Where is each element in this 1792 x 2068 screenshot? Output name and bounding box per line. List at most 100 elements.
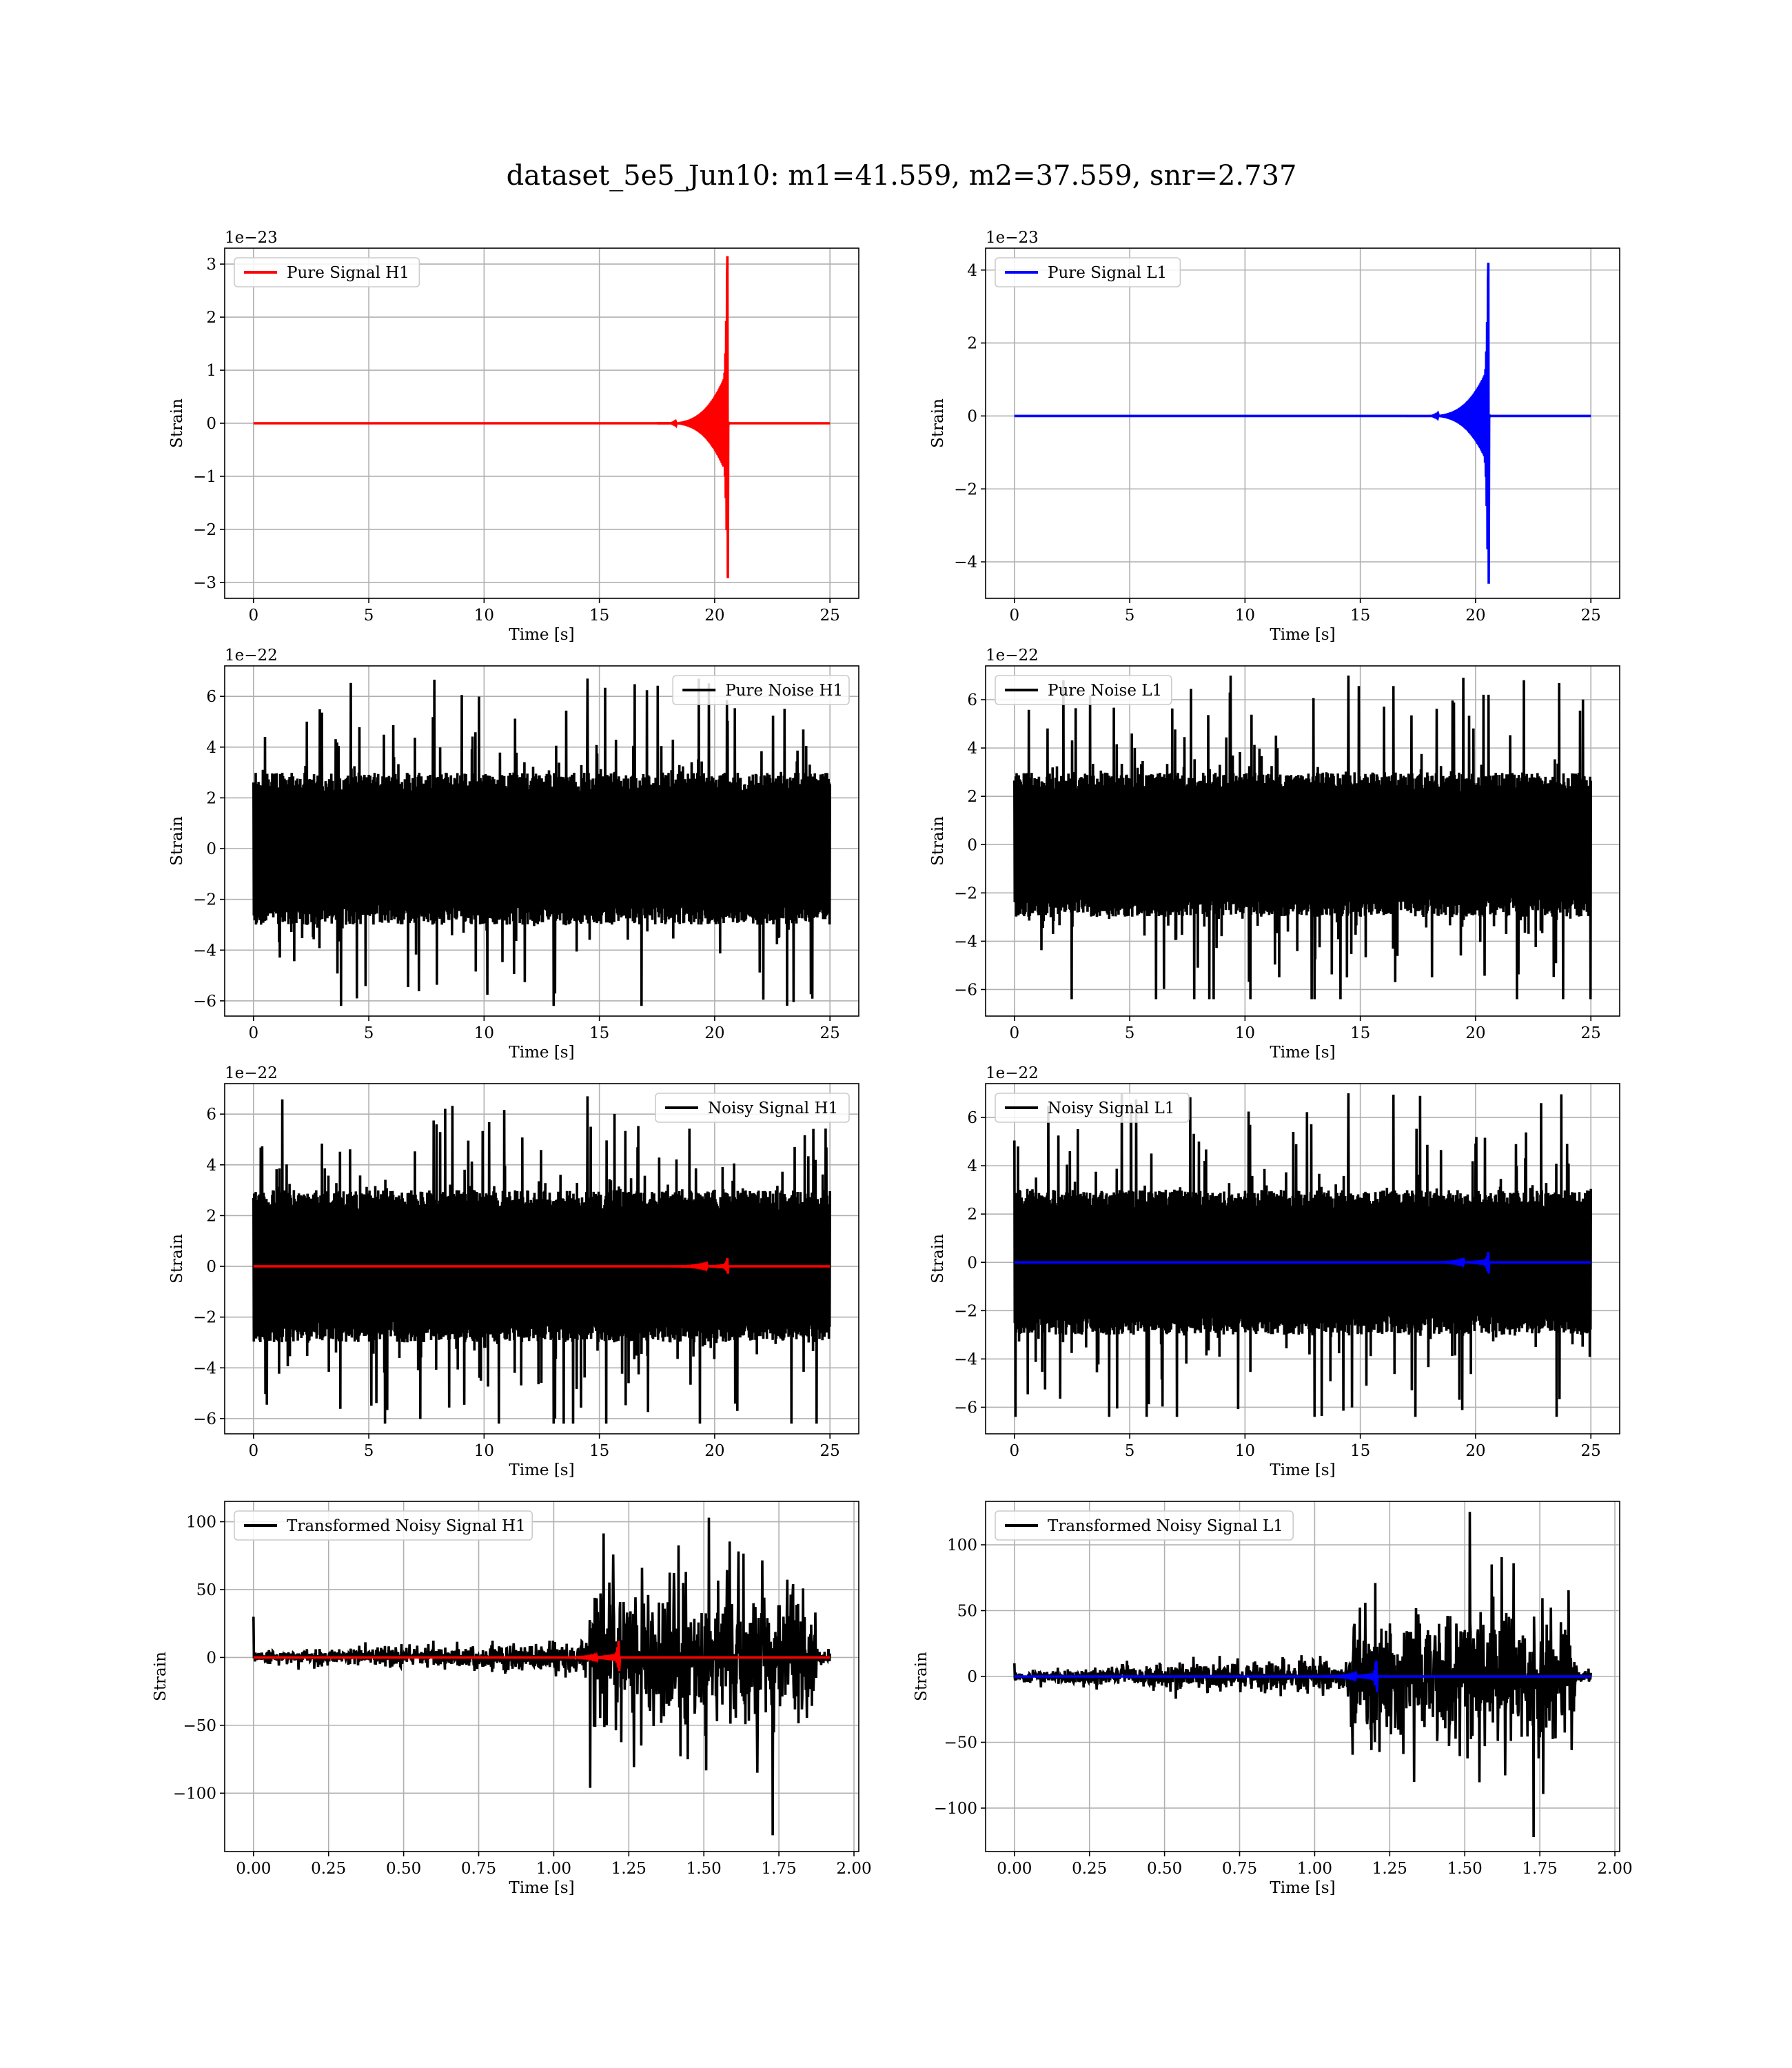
x-tick-label: 20 xyxy=(704,607,724,625)
x-tick-label: 20 xyxy=(704,1442,724,1460)
x-tick-label: 10 xyxy=(474,1442,494,1460)
y-tick-label: −4 xyxy=(954,933,977,951)
y-tick-label: 0 xyxy=(206,415,216,433)
x-tick-label: 0 xyxy=(248,1442,258,1460)
x-tick-label: 5 xyxy=(364,607,374,625)
subplot-pure-signal-l1: 0 5 10 15 20 25 −4 −2 0 2 4 Time [s] Strain 1e−23 Pure… xyxy=(929,229,1620,644)
x-tick-label: 0 xyxy=(1009,1442,1019,1460)
y-tick-label: 100 xyxy=(947,1537,977,1554)
y-tick-label: −2 xyxy=(954,480,977,498)
legend-frame xyxy=(655,1093,850,1123)
axes-frame xyxy=(224,1501,859,1852)
y-axis-label: Strain xyxy=(929,1234,947,1284)
y-tick-label: 6 xyxy=(967,1109,977,1127)
x-tick-label: 20 xyxy=(704,1024,724,1042)
axis-offset-text: 1e−22 xyxy=(986,1064,1039,1082)
legend: Transformed Noisy Signal L1 xyxy=(995,1510,1294,1541)
plot-area xyxy=(1013,1093,1592,1417)
axis-offset-text: 1e−22 xyxy=(225,647,278,665)
legend-frame xyxy=(672,675,850,705)
legend: Pure Signal H1 xyxy=(234,257,420,287)
x-tick-label: 2.00 xyxy=(836,1860,871,1878)
series-line-noisy-signal-l1 xyxy=(1013,1093,1592,1417)
axis-offset-text: 1e−22 xyxy=(986,647,1039,665)
x-tick-label: 25 xyxy=(1581,1442,1601,1460)
series-line-signal-overlay-4 xyxy=(253,1257,831,1274)
y-tick-label: −1 xyxy=(193,468,216,486)
y-tick-label: −6 xyxy=(193,993,216,1011)
x-tick-label: 0.50 xyxy=(1147,1860,1182,1878)
x-tick-label: 5 xyxy=(1125,1024,1135,1042)
x-tick-label: 5 xyxy=(364,1024,374,1042)
series-line-transformed-noisy-signal-h1 xyxy=(252,1517,831,1836)
y-tick-label: −6 xyxy=(193,1410,216,1428)
y-tick-label: 0 xyxy=(967,836,977,854)
y-tick-label: 0 xyxy=(967,407,977,425)
x-tick-label: 2.00 xyxy=(1597,1860,1632,1878)
x-tick-label: 25 xyxy=(1581,1024,1601,1042)
x-tick-label: 25 xyxy=(1581,607,1601,625)
y-tick-label: 4 xyxy=(206,1157,216,1175)
x-tick-label: 5 xyxy=(1125,607,1135,625)
y-axis-label: Strain xyxy=(929,816,947,866)
y-tick-label: 4 xyxy=(967,740,977,758)
series-line-signal-overlay-7 xyxy=(1014,1660,1591,1692)
x-tick-label: 0.00 xyxy=(236,1860,271,1878)
x-axis-label: Time [s] xyxy=(509,1044,574,1062)
x-tick-label: 1.75 xyxy=(762,1860,797,1878)
x-axis-label: Time [s] xyxy=(509,626,574,644)
x-tick-label: 1.00 xyxy=(536,1860,571,1878)
y-tick-label: 4 xyxy=(967,262,977,280)
y-tick-label: −4 xyxy=(193,942,216,960)
legend: Pure Noise H1 xyxy=(672,675,850,705)
y-tick-label: −2 xyxy=(954,1302,977,1320)
series-line-pure-noise-l1 xyxy=(1013,675,1592,1000)
legend-frame xyxy=(995,1510,1294,1541)
legend-frame xyxy=(234,1510,533,1541)
x-axis-label: Time [s] xyxy=(1270,1461,1335,1479)
x-tick-label: 0.25 xyxy=(1072,1860,1107,1878)
legend-frame xyxy=(995,257,1181,287)
x-tick-label: 0.00 xyxy=(997,1860,1032,1878)
y-tick-label: −4 xyxy=(954,1350,977,1368)
legend-label: Transformed Noisy Signal L1 xyxy=(1048,1517,1283,1535)
y-tick-label: 6 xyxy=(206,688,216,706)
y-tick-label: 4 xyxy=(967,1157,977,1175)
x-tick-label: 1.00 xyxy=(1297,1860,1332,1878)
plot-area xyxy=(253,256,831,578)
plot-area xyxy=(252,678,831,1006)
legend-label: Pure Signal L1 xyxy=(1048,264,1167,282)
x-tick-label: 10 xyxy=(1235,607,1255,625)
subplot-noisy-signal-h1: 0 5 10 15 20 25 −6 −4 −2 0 2 4 6 Time [s] Strain 1e−22 N… xyxy=(168,1064,859,1479)
series-line-signal-overlay-6 xyxy=(253,1641,831,1672)
axis-offset-text: 1e−22 xyxy=(225,1064,278,1082)
y-tick-label: −2 xyxy=(193,521,216,539)
x-tick-label: 1.25 xyxy=(611,1860,646,1878)
x-tick-label: 10 xyxy=(474,607,494,625)
x-tick-label: 10 xyxy=(474,1024,494,1042)
y-axis-label: Strain xyxy=(168,1234,186,1284)
plot-area xyxy=(252,1517,831,1836)
y-tick-label: 50 xyxy=(196,1581,216,1599)
x-axis-label: Time [s] xyxy=(1270,626,1335,644)
x-tick-label: 10 xyxy=(1235,1024,1255,1042)
x-tick-label: 0.25 xyxy=(311,1860,346,1878)
legend: Pure Signal L1 xyxy=(995,257,1181,287)
y-tick-label: 50 xyxy=(957,1603,977,1621)
y-tick-label: 6 xyxy=(967,691,977,709)
legend-frame xyxy=(995,1093,1190,1123)
x-tick-label: 15 xyxy=(589,1442,609,1460)
y-tick-label: 1 xyxy=(206,362,216,380)
x-axis-label: Time [s] xyxy=(1270,1044,1335,1062)
y-tick-label: 2 xyxy=(206,309,216,327)
y-tick-label: 2 xyxy=(967,1206,977,1224)
x-tick-label: 10 xyxy=(1235,1442,1255,1460)
x-tick-label: 1.50 xyxy=(1447,1860,1483,1878)
x-tick-label: 15 xyxy=(589,1024,609,1042)
x-tick-label: 0.50 xyxy=(386,1860,421,1878)
y-tick-label: −100 xyxy=(173,1785,216,1803)
x-tick-label: 15 xyxy=(1350,607,1370,625)
series-line-pure-signal-h1 xyxy=(253,256,831,578)
x-tick-label: 0.75 xyxy=(461,1860,496,1878)
